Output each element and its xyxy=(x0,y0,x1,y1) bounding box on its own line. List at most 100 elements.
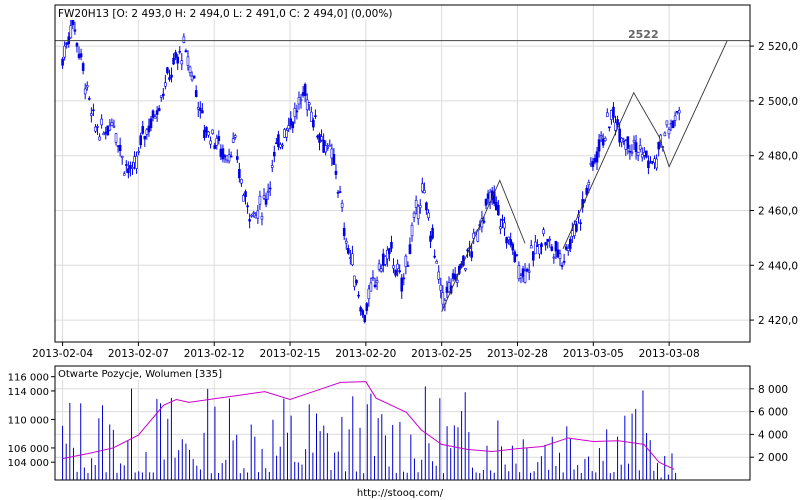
price-candle-body xyxy=(63,45,66,58)
price-candle-body xyxy=(100,118,103,126)
price-candle-body xyxy=(110,122,114,126)
price-candle-body xyxy=(663,132,667,137)
price-candle-body xyxy=(211,129,214,134)
price-candle-body xyxy=(295,110,299,113)
price-candle-body xyxy=(408,244,412,255)
price-candle-body xyxy=(435,260,438,264)
price-candle-body xyxy=(410,224,414,237)
price-candle-body xyxy=(445,286,449,293)
price-candle-body xyxy=(120,155,124,158)
price-candle-body xyxy=(511,243,515,251)
price-candle-body xyxy=(188,66,192,73)
price-candle-body xyxy=(342,227,346,237)
price-candle-body xyxy=(361,310,364,316)
price-candle-body xyxy=(73,29,77,32)
price-candle-body xyxy=(320,136,323,141)
price-candle-body xyxy=(65,42,68,45)
volume-legend: Otwarte Pozycje, Wolumen [335] xyxy=(58,369,222,380)
volume-axis: 2 000 4 000 6 000 8 000 xyxy=(750,384,788,464)
price-candle-body xyxy=(515,254,519,256)
price-candle-body xyxy=(287,125,290,130)
price-candle-body xyxy=(628,150,632,153)
price-candle-body xyxy=(203,129,206,138)
price-candle-body xyxy=(486,193,490,199)
price-candle-body xyxy=(316,135,319,138)
price-candle-body xyxy=(127,168,130,174)
price-candle-body xyxy=(552,256,556,259)
price-candle-body xyxy=(227,154,231,162)
price-candle-body xyxy=(61,58,64,66)
price-candle-body xyxy=(219,149,223,157)
price-candle-body xyxy=(363,314,367,322)
price-candle-body xyxy=(168,77,171,80)
price-candle-body xyxy=(575,223,578,232)
price-candle-body xyxy=(447,282,451,293)
price-candle-body xyxy=(423,190,426,194)
price-candle-body xyxy=(536,245,539,247)
price-candle-body xyxy=(418,205,422,208)
price-candle-body xyxy=(546,238,549,242)
price-candle-body xyxy=(534,241,537,255)
price-x-tick-label: 2013-02-20 xyxy=(335,348,396,360)
price-candle-body xyxy=(667,129,671,135)
price-candle-body xyxy=(616,119,619,125)
price-candle-body xyxy=(283,129,286,138)
price-candle-body xyxy=(289,118,293,126)
price-candle-body xyxy=(636,152,640,156)
price-candle-body xyxy=(558,253,562,259)
price-candle-body xyxy=(145,129,149,135)
price-candle-body xyxy=(375,280,379,283)
oi-tick-label: 110 000 xyxy=(8,415,49,426)
price-candle-body xyxy=(371,277,375,280)
price-candle-body xyxy=(291,121,295,129)
price-candle-body xyxy=(357,294,360,297)
price-candle-body xyxy=(246,205,249,208)
price-candle-body xyxy=(531,251,535,261)
price-candle-body xyxy=(351,253,354,266)
price-candle-body xyxy=(133,156,136,163)
price-candle-body xyxy=(143,135,147,140)
price-candle-body xyxy=(538,244,541,255)
price-candle-body xyxy=(505,237,508,244)
price-candle-body xyxy=(174,52,177,58)
oi-tick-label: 104 000 xyxy=(8,458,49,469)
price-x-tick-label: 2013-02-04 xyxy=(32,348,93,360)
price-candle-body xyxy=(112,125,116,128)
price-candle-body xyxy=(254,215,258,219)
price-candle-body xyxy=(624,140,628,150)
price-candle-body xyxy=(81,63,85,71)
price-candle-body xyxy=(657,141,660,150)
price-candle-body xyxy=(309,111,313,122)
price-candle-body xyxy=(568,238,572,249)
price-candle-body xyxy=(566,248,570,252)
price-candle-body xyxy=(507,236,510,240)
price-candle-body xyxy=(626,136,630,149)
price-candle-body xyxy=(349,257,352,259)
oi-tick-label: 114 000 xyxy=(8,387,49,398)
price-candle-body xyxy=(244,191,247,198)
price-candle-body xyxy=(673,115,677,121)
price-candle-body xyxy=(122,173,126,176)
price-candle-body xyxy=(299,99,303,101)
oi-tick-label: 106 000 xyxy=(8,444,49,455)
price-trend-line xyxy=(441,179,526,313)
price-candle-body xyxy=(671,120,675,129)
price-candle-body xyxy=(669,123,673,125)
price-candle-body xyxy=(367,288,371,300)
price-candle-body xyxy=(213,145,216,149)
price-candle-body xyxy=(416,205,420,219)
price-candle-body xyxy=(359,307,362,312)
price-candle-body xyxy=(215,138,219,146)
price-candle-body xyxy=(141,126,145,134)
price-candle-body xyxy=(425,202,428,211)
price-candle-body xyxy=(305,99,309,111)
price-candle-body xyxy=(137,150,140,153)
price-candle-body xyxy=(238,169,241,179)
price-candle-body xyxy=(104,131,108,134)
price-candle-body xyxy=(548,238,552,241)
price-candle-body xyxy=(233,135,237,138)
price-candle-body xyxy=(157,108,161,112)
price-x-tick-label: 2013-02-12 xyxy=(184,348,245,360)
price-candle-body xyxy=(147,125,151,133)
